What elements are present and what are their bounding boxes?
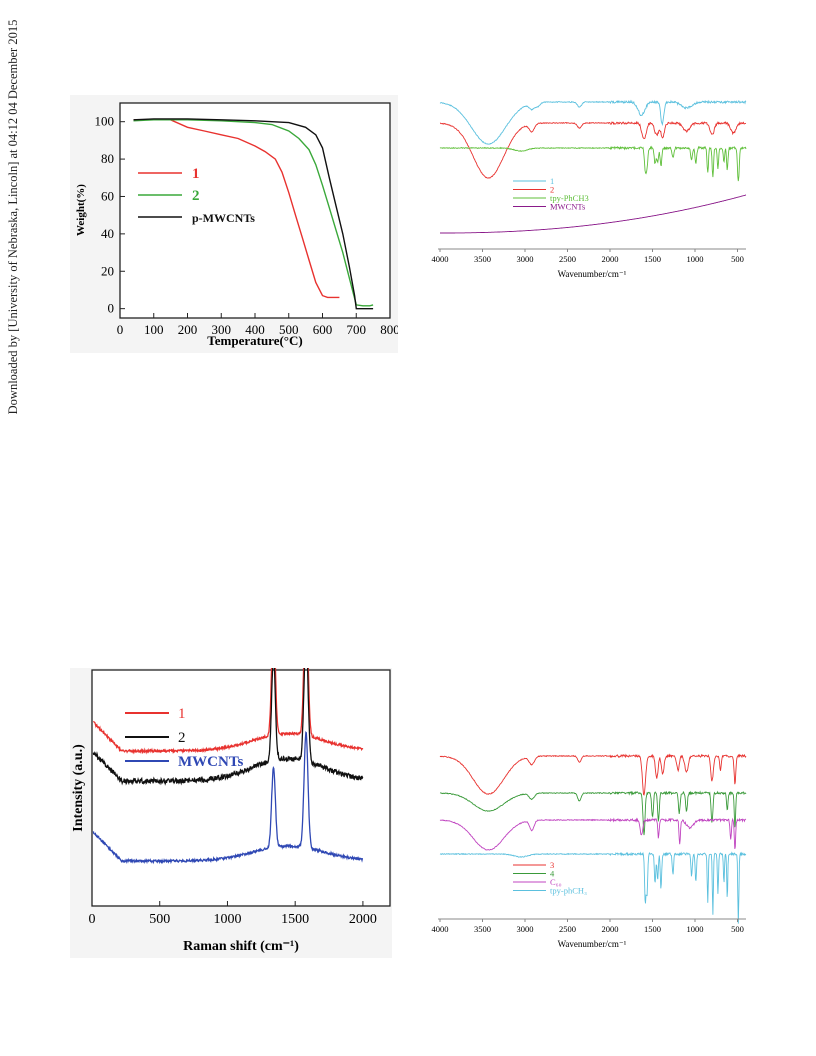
raman-xlabel: Raman shift (cm⁻¹) [183,939,299,954]
ftir1-legend-label: MWCNTs [550,202,585,212]
ftir1-legend-label: 1 [550,176,554,186]
ftir2-legend-label: 4 [550,869,555,879]
ftir2-series-line-3 [439,851,747,924]
ftir2-x-axis: 4000 3500 3000 2500 2000 1500 1000 500 [432,919,744,934]
tga-figure: 0 100 200 300 400 500 600 700 800 0 20 40 60 80 100 1… [70,95,398,353]
tga-ytick-label: 0 [108,301,115,316]
ftir2-xtick-label: 1000 [687,924,704,934]
tga-legend: 1 2 p-MWCNTs [138,166,255,225]
tga-xtick-label: 0 [117,322,124,337]
raman-legend-label: 1 [178,706,186,722]
tga-legend-label: 2 [192,188,200,204]
tga-legend-label: p-MWCNTs [192,211,255,225]
ftir2-xtick-label: 2000 [602,924,619,934]
raman-xtick-label: 500 [149,912,170,927]
ftir1-xlabel: Wavenumber/cm⁻¹ [558,269,627,279]
ftir2-figure: 4000 3500 3000 2500 2000 1500 1000 500 3 4 C₆₀ tpy… [428,748,758,958]
ftir2-legend-label: tpy-phCH₃ [550,886,587,896]
ftir1-series-line-3 [440,194,747,234]
tga-xtick-label: 500 [279,322,299,337]
ftir1-xtick-label: 3500 [474,254,491,264]
ftir1-figure: 4000 3500 3000 2500 2000 1500 1000 500 1 2 tpy-Ph… [428,95,758,281]
tga-x-axis: 0 100 200 300 400 500 600 700 800 [117,313,398,337]
tga-y-axis: 0 20 40 60 80 100 [95,114,125,316]
raman-xtick-label: 2000 [349,912,377,927]
ftir2-series-group [439,753,747,924]
raman-figure: 0 500 1000 1500 2000 1 2 MWCNTs Raman shift (c… [70,668,392,958]
ftir1-chart: 4000 3500 3000 2500 2000 1500 1000 500 12tpy-Ph… [428,95,758,281]
tga-ytick-label: 20 [101,263,114,278]
ftir2-xtick-label: 3000 [517,924,534,934]
ftir2-xtick-label: 4000 [432,924,449,934]
ftir1-series-group [439,99,747,234]
raman-series-line-2 [92,730,364,865]
raman-legend-label: MWCNTs [178,754,243,770]
raman-legend-label: 2 [178,730,186,746]
ftir1-xtick-label: 3000 [517,254,534,264]
tga-series-line-0 [133,119,340,299]
ftir2-xtick-label: 500 [731,924,744,934]
tga-ytick-label: 100 [95,114,115,129]
raman-series-line-0 [92,668,364,755]
raman-ylabel: Intensity (a.u.) [71,744,86,832]
ftir1-series-line-1 [439,120,747,179]
raman-xtick-label: 1000 [213,912,241,927]
ftir1-legend-label: 2 [550,185,554,195]
ftir1-series-line-0 [439,99,747,145]
tga-xtick-label: 200 [178,322,198,337]
raman-chart: 0 500 1000 1500 2000 1 2 MWCNTs Raman shift (c… [70,668,392,958]
ftir1-xtick-label: 1000 [687,254,704,264]
ftir2-xlabel: Wavenumber/cm⁻¹ [558,939,627,949]
tga-series-line-2 [133,118,374,310]
tga-ytick-label: 40 [101,226,114,241]
raman-xtick-label: 0 [89,912,96,927]
ftir1-xtick-label: 2000 [602,254,619,264]
raman-x-axis: 0 500 1000 1500 2000 [89,901,377,927]
tga-xlabel: Temperature(°C) [207,333,302,348]
download-note: Downloaded by [University of Nebraska, L… [6,19,20,415]
ftir1-xtick-label: 4000 [432,254,449,264]
tga-xtick-label: 300 [212,322,232,337]
ftir2-legend-label: C₆₀ [550,877,562,887]
raman-legend: 1 2 MWCNTs [125,706,243,770]
tga-xtick-label: 100 [144,322,164,337]
ftir2-series-line-1 [439,790,747,836]
tga-xtick-label: 800 [380,322,398,337]
ftir2-chart: 4000 3500 3000 2500 2000 1500 1000 500 34C₆₀tpy… [428,748,758,958]
tga-plot-frame [119,102,391,319]
ftir2-xtick-label: 1500 [644,924,661,934]
tga-xtick-label: 400 [245,322,265,337]
tga-series-group [133,118,374,310]
tga-ytick-label: 60 [101,188,114,203]
raman-series-line-1 [92,668,364,786]
ftir1-xtick-label: 500 [731,254,744,264]
tga-xtick-label: 600 [313,322,333,337]
tga-xtick-label: 700 [347,322,367,337]
ftir1-series-line-2 [439,145,747,182]
tga-chart: 0 100 200 300 400 500 600 700 800 0 20 40 60 80 100 1… [70,95,398,353]
raman-series-group [92,668,364,865]
raman-xtick-label: 1500 [281,912,309,927]
ftir2-legend-label: 3 [550,860,554,870]
ftir1-x-axis: 4000 3500 3000 2500 2000 1500 1000 500 [432,249,744,264]
tga-ylabel: Weight(%) [75,184,87,236]
tga-legend-label: 1 [192,166,200,182]
ftir2-series-line-2 [439,817,747,851]
ftir1-xtick-label: 1500 [644,254,661,264]
ftir1-xtick-label: 2500 [559,254,576,264]
tga-ytick-label: 80 [101,151,114,166]
ftir2-xtick-label: 2500 [559,924,576,934]
ftir2-xtick-label: 3500 [474,924,491,934]
ftir2-series-line-0 [439,753,747,796]
ftir1-legend-label: tpy-PhCH3 [550,193,589,203]
raman-plot-frame [91,669,391,907]
